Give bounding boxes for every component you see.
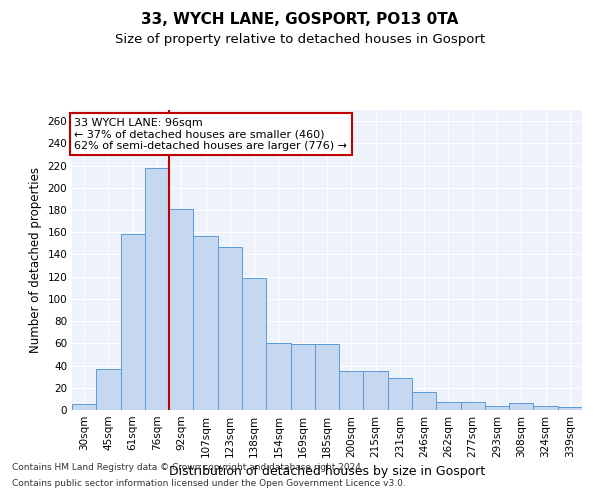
Y-axis label: Number of detached properties: Number of detached properties — [29, 167, 42, 353]
Bar — [290, 344, 315, 410]
Bar — [121, 234, 145, 410]
Text: 33, WYCH LANE, GOSPORT, PO13 0TA: 33, WYCH LANE, GOSPORT, PO13 0TA — [142, 12, 458, 28]
Bar — [436, 402, 461, 410]
Bar — [461, 402, 485, 410]
Bar — [266, 344, 290, 410]
Bar — [169, 209, 193, 410]
X-axis label: Distribution of detached houses by size in Gosport: Distribution of detached houses by size … — [169, 466, 485, 478]
Bar — [193, 236, 218, 410]
Bar — [339, 371, 364, 410]
Bar — [72, 404, 96, 410]
Bar — [364, 371, 388, 410]
Text: 33 WYCH LANE: 96sqm
← 37% of detached houses are smaller (460)
62% of semi-detac: 33 WYCH LANE: 96sqm ← 37% of detached ho… — [74, 118, 347, 151]
Bar — [96, 369, 121, 410]
Text: Contains public sector information licensed under the Open Government Licence v3: Contains public sector information licen… — [12, 478, 406, 488]
Bar — [315, 344, 339, 410]
Text: Contains HM Land Registry data © Crown copyright and database right 2024.: Contains HM Land Registry data © Crown c… — [12, 464, 364, 472]
Bar — [218, 246, 242, 410]
Bar — [558, 406, 582, 410]
Bar — [242, 278, 266, 410]
Bar — [485, 406, 509, 410]
Bar — [412, 392, 436, 410]
Bar — [533, 406, 558, 410]
Bar — [145, 168, 169, 410]
Text: Size of property relative to detached houses in Gosport: Size of property relative to detached ho… — [115, 32, 485, 46]
Bar — [388, 378, 412, 410]
Bar — [509, 404, 533, 410]
